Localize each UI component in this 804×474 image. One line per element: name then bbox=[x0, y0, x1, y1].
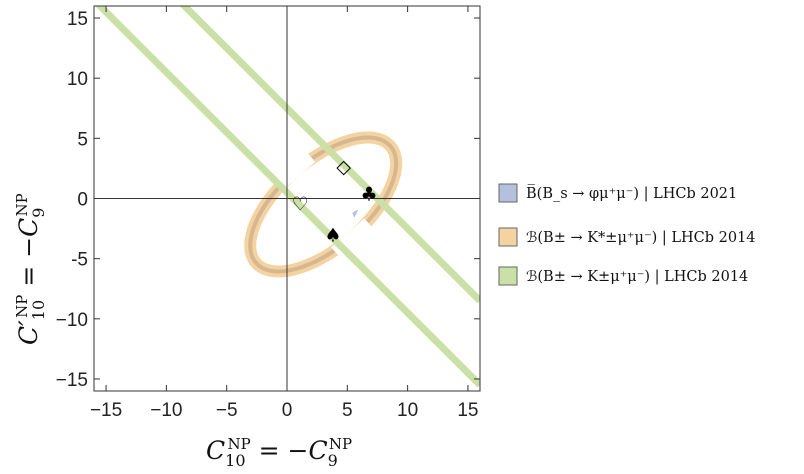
x-tick-label: 15 bbox=[457, 400, 478, 421]
y-tick-label: 10 bbox=[67, 69, 88, 90]
legend-swatch-3 bbox=[498, 266, 518, 286]
x-tick-label: −5 bbox=[216, 400, 238, 421]
legend-swatch-2 bbox=[498, 227, 518, 247]
y-tick-label: 5 bbox=[77, 129, 88, 150]
legend: B̅(B_s → φμ⁺μ⁻) | LHCb 2021 ℬ(B± → K*±μ⁺μ… bbox=[498, 183, 756, 286]
legend-label-2: ℬ(B± → K*±μ⁺μ⁻) | LHCb 2014 bbox=[526, 230, 756, 246]
ellipse-region bbox=[244, 131, 403, 278]
y-axis-title: C′10NP = −C9NP bbox=[13, 193, 48, 345]
legend-label-3: ℬ(B± → K±μ⁺μ⁻) | LHCb 2014 bbox=[526, 269, 748, 285]
y-tick-label: 0 bbox=[77, 190, 88, 211]
x-tick-label: 10 bbox=[397, 400, 418, 421]
ellipse-gap-2 bbox=[266, 143, 316, 191]
heart-marker: ♡ bbox=[292, 193, 309, 215]
x-tick-label: 5 bbox=[342, 400, 353, 421]
bs-region bbox=[352, 209, 359, 218]
y-tick-label: -5 bbox=[71, 250, 88, 271]
spade-marker: ♠ bbox=[324, 225, 341, 247]
x-axis-title: C10NP = −C9NP bbox=[206, 435, 352, 470]
axis-ticks: −15 −10 −5 0 5 10 15 15 10 5 0 -5 −10 −15 bbox=[56, 6, 480, 421]
y-tick-label: −15 bbox=[56, 370, 88, 391]
x-tick-label: 0 bbox=[282, 400, 293, 421]
y-tick-label: 15 bbox=[67, 9, 88, 30]
legend-swatch-1 bbox=[498, 183, 518, 203]
x-tick-label: −10 bbox=[150, 400, 182, 421]
markers: ♡ ◇ ♣ ♠ bbox=[292, 156, 378, 247]
club-marker: ♣ bbox=[361, 184, 378, 206]
x-tick-label: −15 bbox=[90, 400, 122, 421]
y-tick-label: −10 bbox=[56, 310, 88, 331]
diamond-marker: ◇ bbox=[336, 156, 351, 178]
legend-label-1: B̅(B_s → φμ⁺μ⁻) | LHCb 2021 bbox=[526, 183, 737, 202]
